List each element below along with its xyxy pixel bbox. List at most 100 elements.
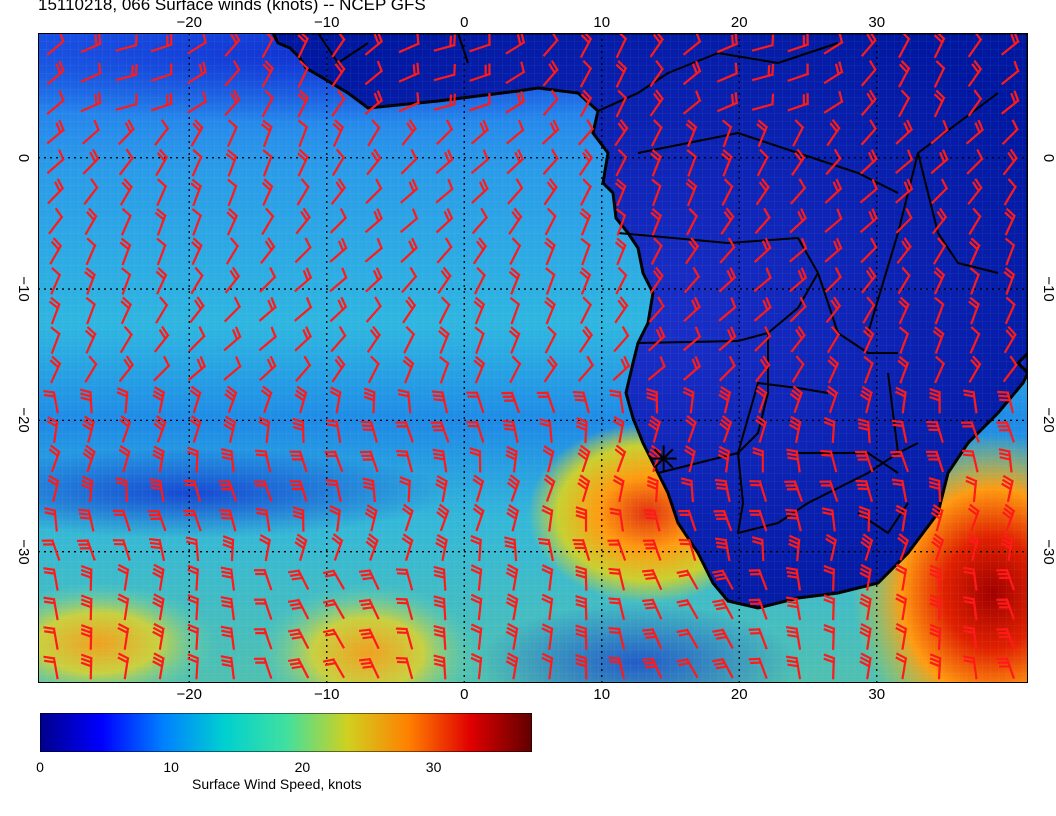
- wind-barb: [676, 569, 699, 590]
- latitude-tick-label: −30: [15, 538, 32, 565]
- wind-barb: [295, 207, 311, 235]
- wind-barb: [472, 474, 485, 502]
- wind-barb: [718, 297, 737, 322]
- longitude-tick-label: 20: [730, 14, 748, 31]
- wind-barb: [502, 419, 519, 443]
- wind-barb: [788, 534, 801, 562]
- wind-barb: [83, 178, 99, 206]
- wind-barb: [84, 326, 97, 354]
- wind-barb: [120, 207, 132, 236]
- wind-barb: [749, 509, 768, 532]
- wind-barb: [614, 444, 627, 473]
- wind-barb: [968, 296, 981, 325]
- wind-barb: [963, 655, 978, 680]
- wind-barb: [507, 178, 524, 205]
- station-marker: [650, 445, 677, 472]
- wind-barb: [360, 420, 378, 443]
- wind-barb: [721, 119, 733, 148]
- wind-barb: [825, 533, 838, 562]
- wind-barb: [933, 60, 946, 88]
- wind-barb: [154, 119, 170, 146]
- wind-barb: [895, 178, 914, 204]
- wind-barb: [682, 386, 695, 414]
- wind-barb: [85, 237, 97, 266]
- wind-barb: [120, 296, 133, 325]
- wind-barb: [400, 237, 419, 263]
- wind-barb: [365, 178, 383, 205]
- wind-barb: [967, 503, 980, 532]
- wind-barb: [824, 208, 843, 233]
- wind-barb: [686, 149, 698, 177]
- wind-barb: [683, 356, 702, 381]
- wind-barb: [505, 33, 526, 55]
- wind-barb: [823, 91, 844, 114]
- wind-barb: [754, 326, 772, 352]
- wind-barb: [541, 593, 554, 621]
- wind-barb: [863, 355, 874, 384]
- wind-barb: [118, 148, 134, 176]
- wind-barb: [153, 415, 167, 443]
- wind-barb: [543, 355, 558, 383]
- wind-barb: [861, 266, 877, 294]
- wind-barb: [115, 64, 138, 82]
- wind-barb: [929, 594, 942, 621]
- wind-barb: [648, 444, 662, 473]
- wind-barb: [505, 91, 526, 114]
- wind-barb: [433, 624, 447, 650]
- wind-barb: [682, 90, 702, 115]
- wind-barb: [934, 355, 946, 384]
- wind-barb: [649, 89, 665, 117]
- wind-barb: [43, 567, 59, 591]
- wind-barb: [224, 60, 241, 87]
- wind-barb: [929, 623, 942, 650]
- wind-barb: [364, 208, 384, 234]
- wind-barb: [713, 509, 733, 532]
- wind-barb: [791, 355, 805, 383]
- wind-barb: [536, 391, 556, 414]
- wind-barb: [967, 59, 983, 88]
- wind-barb: [225, 149, 238, 177]
- wind-barb: [152, 563, 165, 591]
- wind-barb: [362, 477, 376, 503]
- wind-barb: [322, 658, 345, 679]
- wind-barb: [963, 596, 978, 621]
- wind-barb: [395, 421, 414, 443]
- wind-barb: [754, 207, 771, 235]
- wind-barb: [650, 237, 663, 265]
- wind-barb: [297, 89, 310, 118]
- wind-barb: [43, 596, 59, 621]
- wind-barb: [46, 60, 65, 86]
- wind-barb: [542, 89, 559, 117]
- wind-barb: [931, 533, 945, 561]
- wind-barb: [364, 504, 378, 532]
- wind-barb: [395, 656, 414, 680]
- wind-barb: [331, 59, 346, 88]
- wind-barb: [48, 444, 61, 473]
- wind-barb: [859, 652, 872, 680]
- wind-barb: [436, 237, 453, 264]
- wind-barb: [895, 149, 914, 174]
- wind-barb: [220, 566, 235, 591]
- wind-barb: [538, 537, 554, 562]
- wind-barb: [719, 415, 733, 443]
- wind-barb: [470, 534, 483, 562]
- wind-barb: [751, 93, 775, 111]
- wind-barb: [508, 326, 521, 354]
- wind-barb: [894, 386, 907, 414]
- wind-barb: [150, 63, 173, 82]
- wind-barb: [860, 60, 877, 87]
- wind-barb: [855, 479, 874, 502]
- wind-barb: [682, 326, 702, 352]
- wind-barb: [505, 652, 519, 680]
- wind-barb: [148, 537, 166, 562]
- wind-barb: [931, 207, 948, 235]
- wind-barb: [218, 480, 238, 502]
- wind-barb: [474, 266, 487, 295]
- wind-barb: [676, 658, 699, 679]
- wind-barb: [965, 475, 978, 503]
- wind-barb: [934, 296, 945, 325]
- wind-barb: [650, 208, 663, 236]
- wind-barb: [294, 297, 313, 322]
- wind-barb: [147, 509, 167, 532]
- wind-barb: [825, 148, 842, 176]
